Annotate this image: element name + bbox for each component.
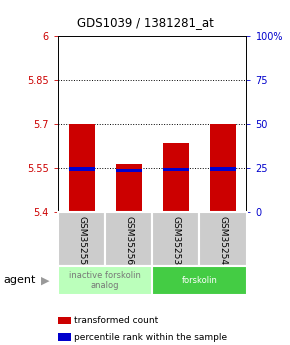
Bar: [163, 143, 189, 212]
Text: forskolin: forskolin: [182, 276, 217, 285]
Bar: [163, 168, 189, 171]
Text: agent: agent: [3, 275, 35, 285]
Bar: [116, 169, 142, 172]
Bar: [69, 167, 95, 170]
Text: GSM35253: GSM35253: [171, 216, 180, 266]
Text: ▶: ▶: [41, 275, 49, 285]
Bar: [58, 266, 152, 295]
Text: GDS1039 / 1381281_at: GDS1039 / 1381281_at: [77, 16, 213, 29]
Text: percentile rank within the sample: percentile rank within the sample: [74, 333, 227, 342]
Text: inactive forskolin
analog: inactive forskolin analog: [69, 270, 141, 290]
Text: GSM35254: GSM35254: [218, 216, 227, 265]
Bar: [58, 212, 105, 266]
Bar: [116, 164, 142, 212]
Bar: [152, 266, 246, 295]
Bar: [210, 167, 236, 170]
Bar: [105, 212, 152, 266]
Text: transformed count: transformed count: [74, 316, 158, 325]
Bar: [200, 212, 246, 266]
Text: GSM35255: GSM35255: [77, 216, 86, 266]
Text: GSM35256: GSM35256: [124, 216, 133, 266]
Bar: [210, 124, 236, 212]
Bar: [152, 212, 200, 266]
Bar: [69, 124, 95, 212]
